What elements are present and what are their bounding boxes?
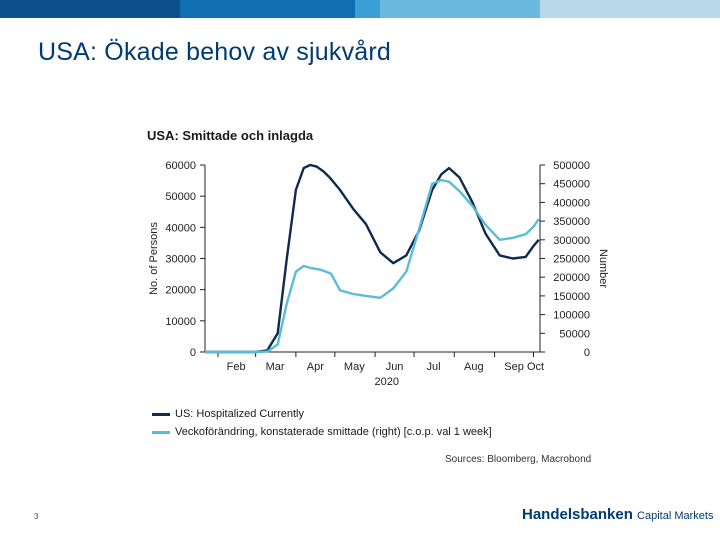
header-bar-segment-3 (355, 0, 380, 18)
x-tick-label: Feb (227, 361, 246, 373)
chart-source: Sources: Bloomberg, Macrobond (445, 454, 592, 465)
y-tick-label: 50000 (165, 191, 196, 203)
y2-tick-label: 300000 (553, 235, 590, 247)
y2-tick-label: 350000 (553, 216, 590, 228)
legend-label-weekly-cases: Veckoförändring, konstaterade smittade (… (175, 426, 492, 438)
y2-tick-label: 450000 (553, 179, 590, 191)
series-line-weekly-cases (205, 178, 540, 354)
brand-suffix: Capital Markets (637, 510, 714, 522)
page-number: 3 (34, 512, 39, 521)
legend-swatch-hospitalized (152, 412, 170, 416)
legend-item-hospitalized: US: Hospitalized Currently (152, 405, 492, 423)
y-tick-label: 60000 (165, 160, 196, 172)
legend-label-hospitalized: US: Hospitalized Currently (175, 408, 304, 420)
x-tick-label: Jul (426, 361, 440, 373)
y2-tick-label: 250000 (553, 254, 590, 266)
series-line-hospitalized (205, 163, 540, 354)
x-tick-label: Mar (266, 361, 285, 373)
header-color-bar (0, 0, 720, 18)
brand-name: Handelsbanken (522, 506, 633, 523)
header-bar-segment-4 (380, 0, 540, 18)
x-tick-label: May (344, 361, 365, 373)
brand-logo: Handelsbanken Capital Markets (522, 506, 713, 523)
legend-item-weekly-cases: Veckoförändring, konstaterade smittade (… (152, 423, 492, 441)
x-tick-label: Sep (504, 361, 524, 373)
chart-legend: US: Hospitalized Currently Veckoförändri… (152, 405, 492, 441)
header-bar-segment-5 (540, 0, 720, 18)
y2-tick-label: 100000 (553, 310, 590, 322)
y2-tick-label: 500000 (553, 160, 590, 172)
y-tick-label: 20000 (165, 285, 196, 297)
chart-title: USA: Smittade och inlagda (147, 128, 314, 143)
x-year-label: 2020 (375, 376, 399, 388)
y2-tick-label: 150000 (553, 291, 590, 303)
y2-axis-title: Number (597, 249, 609, 288)
x-tick-label: Apr (307, 361, 324, 373)
y-tick-label: 30000 (165, 254, 196, 266)
y-axis-title: No. of Persons (148, 222, 160, 295)
y2-tick-label: 200000 (553, 272, 590, 284)
x-tick-label: Jun (386, 361, 404, 373)
header-bar-segment-1 (0, 0, 180, 18)
y2-tick-label: 0 (584, 347, 590, 359)
x-tick-label: Oct (527, 361, 544, 373)
y-tick-label: 40000 (165, 222, 196, 234)
slide-title: USA: Ökade behov av sjukvård (38, 38, 391, 66)
legend-swatch-weekly-cases (152, 430, 170, 434)
y-tick-label: 0 (190, 347, 196, 359)
x-tick-label: Aug (464, 361, 484, 373)
y-tick-label: 10000 (165, 316, 196, 328)
header-bar-segment-2 (180, 0, 355, 18)
y2-tick-label: 50000 (559, 328, 590, 340)
y2-tick-label: 400000 (553, 197, 590, 209)
